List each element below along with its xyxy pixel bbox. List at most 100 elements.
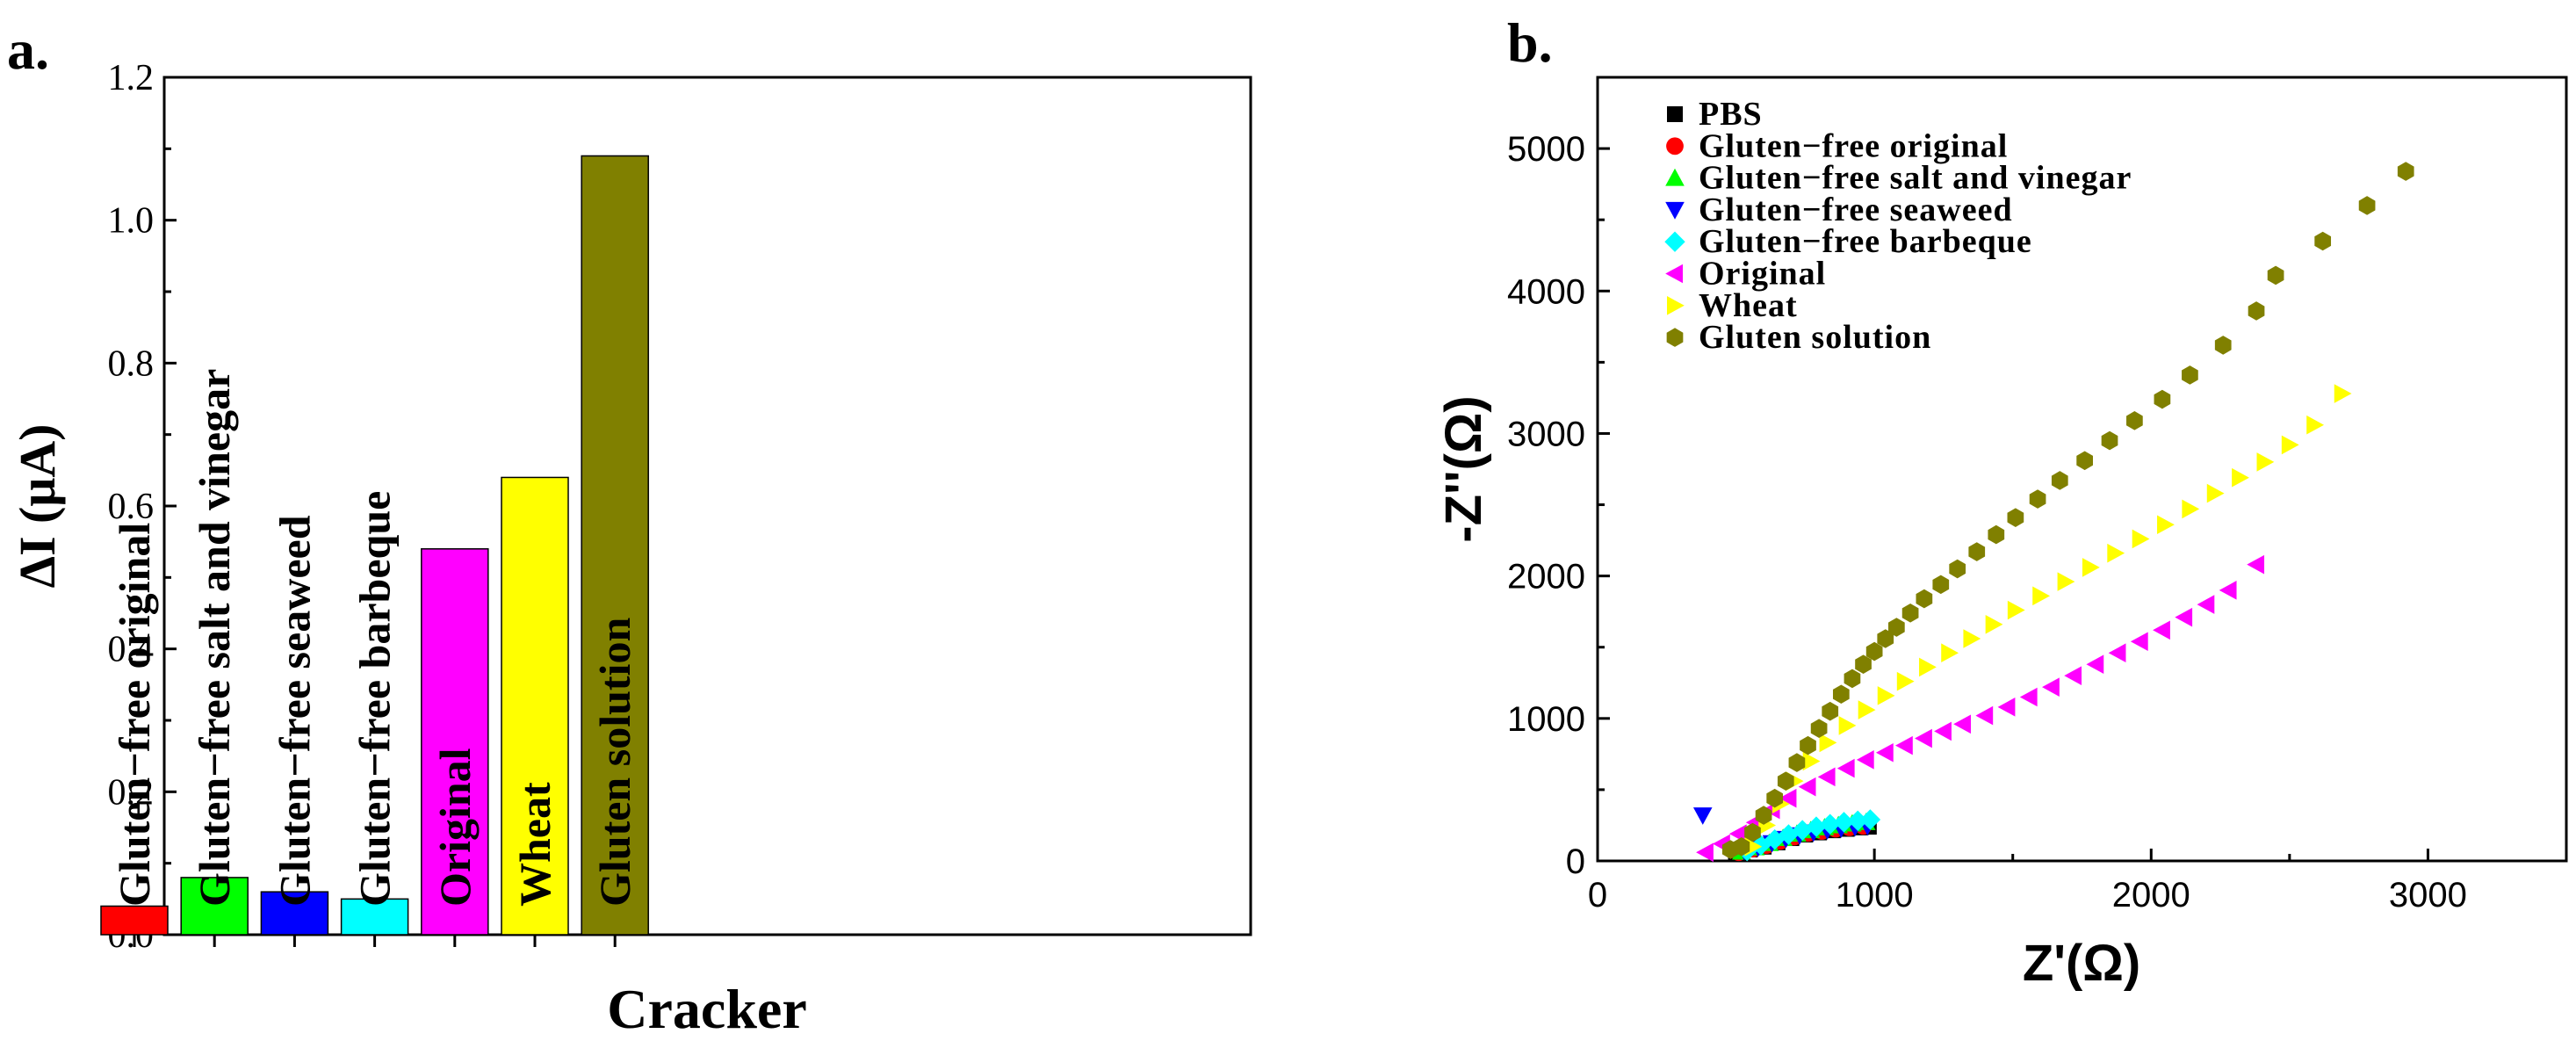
point-wheat [1838,716,1857,735]
point-gluten-free-barbeque [1847,810,1868,831]
point-original [1875,742,1894,763]
point-gluten-solution [2182,365,2198,385]
point-gluten-solution [1888,618,1905,637]
series-original [1696,554,2265,863]
legend-marker-gluten-free-seaweed [1665,201,1685,220]
scatter-y-axis-label: -Z''(Ω) [1435,395,1492,542]
point-gluten-solution [1822,701,1839,721]
bar-y-tick-label: 0.2 [108,772,155,813]
point-gluten-solution [1968,542,1986,561]
bar-y-tick-label: 0.4 [108,630,155,670]
point-wheat [2334,384,2352,403]
scatter-series [1692,162,2414,863]
point-gluten-free-barbeque [1806,816,1827,837]
point-wheat [2182,499,2200,519]
point-gluten-solution [1777,771,1794,791]
point-gluten-solution [2248,301,2265,321]
point-original [2153,620,2170,640]
bar-label-gluten-free-seaweed: Gluten−free seaweed [270,515,319,907]
point-wheat [2007,600,2025,620]
legend-marker-gluten-solution [1666,328,1684,347]
bar-gluten-solution [581,155,649,936]
bar-wheat [501,476,569,936]
point-original [1798,777,1816,797]
point-gluten-solution [1988,524,2005,545]
point-original [1696,842,1714,863]
point-gluten-solution [1877,629,1894,648]
point-wheat [1802,751,1821,771]
point-gluten-solution [2267,265,2284,286]
bar-x-axis [133,935,617,947]
point-original [2219,581,2237,600]
bar-original [421,548,489,936]
series-gluten-free-barbeque [1736,809,1881,862]
panel-b-label: b. [1507,11,1553,74]
point-gluten-solution [1800,735,1816,755]
legend-marker-original [1665,264,1683,284]
bar-label-gluten-free-original: Gluten−free original [110,523,159,907]
panel-a-label: a. [7,18,49,81]
point-gluten-solution [2051,471,2068,490]
point-original [2086,654,2104,674]
point-original [1817,767,1836,787]
point-gluten-free-seaweed [1692,807,1713,825]
point-gluten-solution [1788,753,1806,772]
bar-series: Gluten−free original Gluten−free salt and… [100,155,649,936]
scatter-x-tick-label: 3000 [2389,876,2467,914]
point-original [1953,714,1971,734]
point-original [1997,698,2016,717]
scatter-axes: 0 1000 2000 3000 0 1000 2000 3000 4000 5000 [1507,130,2467,914]
scatter-plot-frame [1596,76,2568,863]
point-gluten-solution [2007,508,2024,527]
point-original [2175,607,2193,627]
bar-label-original: Original [430,748,480,907]
point-gluten-solution [2397,162,2414,181]
scatter-x-axis-label: Z'(Ω) [2023,935,2140,992]
bar-y-tick-label: 0.8 [108,343,155,384]
point-wheat [2256,452,2275,472]
scatter-x-tick-label: 0 [1588,876,1607,914]
bar-y-tick-label: 0.6 [108,487,155,527]
point-gluten-solution [1766,788,1784,808]
legend-label-gluten-free-original: Gluten−free original [1699,127,2008,164]
point-original [2019,687,2038,707]
point-gluten-solution [1844,669,1861,689]
point-gluten-solution [2214,336,2232,355]
point-wheat [1941,643,1959,663]
point-wheat [1985,614,2003,634]
bar-gluten-free-original [100,905,169,936]
point-gluten-solution [2101,430,2118,451]
point-wheat [1877,686,1895,705]
legend-label-gluten-solution: Gluten solution [1699,319,1931,356]
bar-gluten-free-seaweed [260,891,329,936]
legend-label-pbs: PBS [1699,96,1763,133]
point-gluten-solution [1916,589,1933,609]
bar-gluten-free-salt-and-vinegar [180,877,249,936]
point-gluten-solution [1901,604,1919,623]
point-wheat [1963,629,1981,648]
bar-chart: 0.00.20.40.60.81.01.2 Gluten−free origin… [9,58,1252,1040]
point-original [1856,750,1874,770]
legend-label-wheat: Wheat [1699,287,1798,324]
legend-label-original: Original [1699,256,1826,293]
point-original [2108,643,2126,663]
point-wheat [2057,572,2075,591]
point-gluten-solution [2076,451,2094,471]
point-wheat [2232,467,2249,488]
bar-label-wheat: Wheat [510,782,559,907]
point-wheat [2082,558,2100,577]
point-gluten-solution [1949,559,1966,579]
point-wheat [1919,657,1937,677]
scatter-y-tick-label: 4000 [1507,272,1585,311]
bar-y-axis: 0.00.20.40.60.81.01.2 [108,58,177,956]
bar-label-gluten-solution: Gluten solution [590,618,639,907]
point-wheat [1858,700,1876,719]
legend-marker-gluten-free-original [1666,137,1684,155]
bar-plot-frame [162,76,1252,936]
bar-label-gluten-free-barbeque: Gluten−free barbeque [350,491,400,907]
bar-y-tick-label: 1.2 [108,58,155,98]
point-original [1836,758,1855,778]
